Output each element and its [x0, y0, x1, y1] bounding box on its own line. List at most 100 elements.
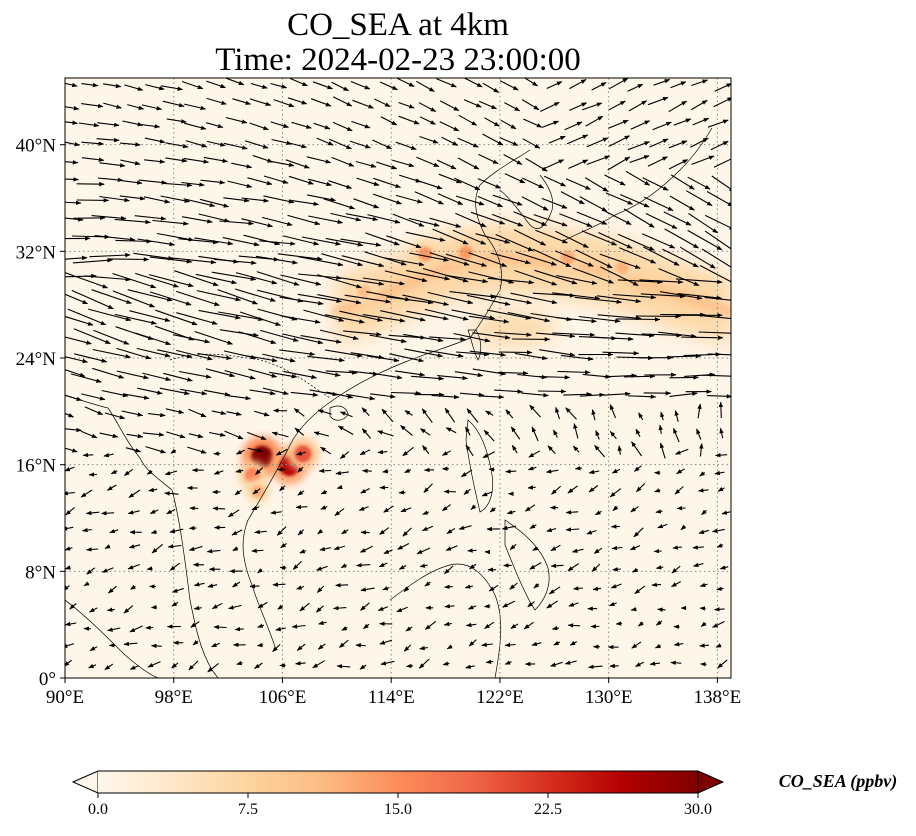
wind-arrow-444 — [641, 333, 682, 338]
wind-arrow-814 — [356, 563, 371, 568]
wind-arrow-614 — [187, 446, 207, 454]
wind-arrow-579 — [126, 433, 144, 439]
wind-arrow-584 — [224, 430, 244, 440]
wind-arrow-940 — [317, 643, 326, 650]
wind-arrow-947 — [468, 639, 477, 647]
wind-arrow-794 — [611, 545, 623, 551]
wind-arrow-271 — [365, 232, 400, 246]
wind-arrow-351 — [699, 265, 731, 283]
wind-arrow-346 — [600, 266, 639, 286]
wind-arrow-300 — [298, 256, 344, 267]
wind-arrow-48 — [398, 101, 415, 109]
wind-arrow-822 — [529, 562, 542, 570]
wind-arrow-263 — [194, 237, 234, 246]
wind-arrow-314 — [599, 253, 641, 269]
wind-arrow-645 — [164, 470, 178, 476]
wind-arrow-6 — [181, 80, 204, 90]
wind-arrow-937 — [256, 642, 264, 648]
wind-arrow-857 — [592, 586, 602, 591]
wind-arrow-352 — [65, 293, 89, 305]
wind-arrow-818 — [444, 565, 454, 575]
wind-arrow-518 — [180, 388, 208, 396]
wind-arrow-186 — [604, 174, 626, 186]
wind-arrow-941 — [339, 639, 349, 648]
wind-arrow-913 — [425, 620, 437, 630]
wind-arrow-531 — [459, 392, 485, 398]
wind-arrow-247 — [533, 214, 568, 227]
wind-arrow-348 — [639, 279, 684, 285]
wind-arrow-78 — [351, 120, 371, 129]
wind-arrow-97 — [81, 141, 105, 146]
wind-arrow-714 — [270, 510, 282, 515]
wind-arrow-553 — [253, 410, 270, 417]
wind-arrow-829 — [671, 565, 681, 574]
wind-arrow-741 — [169, 528, 184, 534]
wind-arrow-72 — [225, 116, 248, 124]
wind-arrow-732 — [655, 509, 663, 514]
wind-arrow-752 — [402, 527, 412, 537]
wind-arrow-140 — [306, 156, 332, 164]
wind-arrow-746 — [276, 526, 287, 536]
wind-arrow-717 — [334, 508, 345, 517]
wind-arrow-747 — [297, 529, 305, 536]
wind-arrow-248 — [559, 213, 593, 228]
wind-arrow-153 — [586, 155, 611, 166]
wind-arrow-376 — [552, 292, 601, 301]
wind-arrow-802 — [101, 567, 114, 573]
wind-arrow-13 — [331, 81, 349, 92]
wind-arrow-211 — [455, 195, 485, 206]
wind-arrow-388 — [129, 310, 171, 322]
wind-arrow-208 — [395, 194, 423, 204]
wind-arrow-126 — [690, 137, 709, 148]
wind-arrow-724 — [489, 507, 496, 513]
wind-arrow-871 — [211, 602, 223, 610]
wind-arrow-230 — [181, 216, 213, 224]
wind-arrow-440 — [552, 332, 596, 337]
wind-arrow-682 — [279, 485, 286, 492]
wind-arrow-910 — [363, 623, 370, 630]
wind-arrow-957 — [673, 642, 684, 647]
wind-arrow-468 — [469, 350, 507, 357]
wind-arrow-527 — [370, 393, 396, 399]
wind-arrow-666 — [611, 468, 621, 474]
wind-arrow-22 — [523, 78, 538, 87]
wind-arrow-969 — [254, 662, 263, 669]
wind-arrow-411 — [616, 317, 661, 322]
wind-arrow-68 — [140, 123, 161, 129]
wind-arrow-691 — [463, 488, 471, 495]
wind-arrow-764 — [657, 523, 668, 529]
wind-arrow-168 — [227, 180, 253, 188]
wind-arrow-445 — [658, 331, 697, 339]
wind-arrow-144 — [392, 159, 415, 168]
wind-arrow-74 — [270, 121, 289, 128]
wind-arrow-349 — [658, 268, 700, 287]
colorbar-label: CO_SEA (ppbv) — [779, 771, 898, 792]
wind-arrow-268 — [301, 236, 341, 246]
wind-arrow-555 — [293, 408, 305, 417]
wind-arrow-158 — [691, 155, 715, 165]
wind-arrow-293 — [149, 256, 193, 264]
coastline-taiwan — [467, 329, 482, 361]
wind-arrow-837 — [171, 587, 184, 593]
wind-arrow-583 — [208, 431, 226, 437]
wind-arrow-103 — [206, 140, 226, 147]
wind-arrow-269 — [325, 237, 364, 247]
wind-arrow-863 — [716, 586, 724, 591]
wind-arrow-116 — [482, 133, 504, 146]
wind-arrow-981 — [504, 660, 512, 665]
wind-arrow-856 — [573, 586, 583, 591]
wind-arrow-479 — [707, 353, 731, 356]
wind-arrow-33 — [81, 103, 104, 109]
wind-arrow-370 — [427, 291, 474, 305]
wind-arrow-770 — [104, 544, 111, 549]
wind-arrow-283 — [617, 233, 655, 251]
wind-arrow-455 — [197, 353, 232, 360]
wind-arrow-487 — [205, 368, 236, 378]
y-tick-label-2: 16°N — [16, 456, 57, 477]
wind-arrow-844 — [316, 585, 325, 593]
wind-arrow-322 — [84, 275, 131, 282]
wind-arrow-259 — [115, 239, 152, 244]
wind-arrow-61 — [668, 100, 688, 113]
wind-arrow-485 — [163, 372, 193, 382]
wind-arrow-931 — [123, 641, 138, 647]
